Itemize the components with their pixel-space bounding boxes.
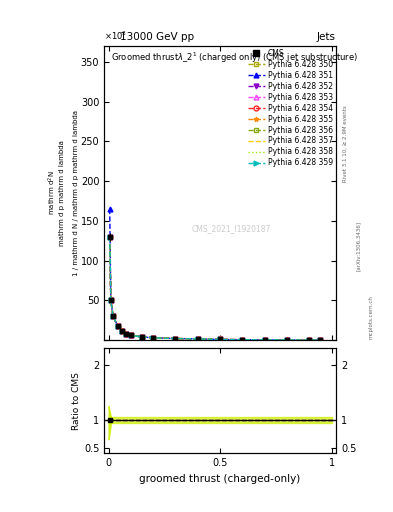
Y-axis label: Ratio to CMS: Ratio to CMS <box>72 372 81 430</box>
Text: CMS_2021_I1920187: CMS_2021_I1920187 <box>192 224 271 233</box>
Text: Groomed thrust$\lambda\_2^1$ (charged only) (CMS jet substructure): Groomed thrust$\lambda\_2^1$ (charged on… <box>111 51 358 65</box>
Y-axis label: mathrm d$^2$N
mathrm d p mathrm d lambda

1 / mathrm d N / mathrm d p mathrm d l: mathrm d$^2$N mathrm d p mathrm d lambda… <box>47 110 79 276</box>
Text: Rivet 3.1.10, ≥ 2.9M events: Rivet 3.1.10, ≥ 2.9M events <box>343 105 348 182</box>
Text: Jets: Jets <box>317 32 336 42</box>
Text: [arXiv:1306.3436]: [arXiv:1306.3436] <box>356 221 361 271</box>
Text: mcplots.cern.ch: mcplots.cern.ch <box>369 295 374 339</box>
X-axis label: groomed thrust (charged-only): groomed thrust (charged-only) <box>140 474 301 483</box>
Text: $\times 10^3$: $\times 10^3$ <box>104 30 127 42</box>
Text: 13000 GeV pp: 13000 GeV pp <box>120 32 194 42</box>
Legend: CMS, Pythia 6.428 350, Pythia 6.428 351, Pythia 6.428 352, Pythia 6.428 353, Pyt: CMS, Pythia 6.428 350, Pythia 6.428 351,… <box>246 47 335 169</box>
